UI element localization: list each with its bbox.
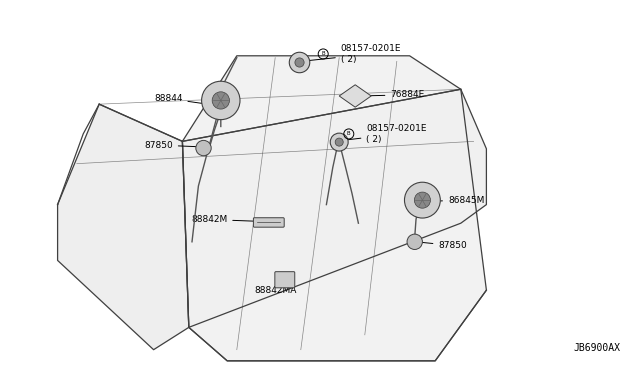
Circle shape [407, 234, 422, 250]
Circle shape [212, 92, 230, 109]
Text: 88844: 88844 [154, 94, 218, 106]
Text: 87850: 87850 [419, 241, 467, 250]
Text: JB6900AX: JB6900AX [574, 343, 621, 353]
Circle shape [196, 140, 211, 156]
Text: 08157-0201E
( 2): 08157-0201E ( 2) [303, 44, 401, 64]
Circle shape [335, 138, 343, 146]
Polygon shape [339, 85, 371, 107]
Text: 86845M: 86845M [428, 196, 484, 205]
Text: 76884E: 76884E [361, 90, 425, 99]
FancyBboxPatch shape [253, 218, 284, 227]
Polygon shape [58, 104, 189, 350]
Text: 87850: 87850 [144, 141, 201, 150]
Text: 88842M: 88842M [191, 215, 257, 224]
Text: 88842MA: 88842MA [254, 283, 296, 295]
Circle shape [202, 81, 240, 120]
Circle shape [414, 192, 431, 208]
Circle shape [404, 182, 440, 218]
Polygon shape [182, 89, 486, 327]
Text: B: B [347, 131, 351, 137]
Circle shape [295, 58, 304, 67]
FancyBboxPatch shape [275, 272, 295, 288]
Circle shape [289, 52, 310, 73]
Text: B: B [321, 51, 325, 57]
Text: 08157-0201E
( 2): 08157-0201E ( 2) [343, 124, 427, 144]
Circle shape [330, 133, 348, 151]
Polygon shape [182, 56, 486, 361]
